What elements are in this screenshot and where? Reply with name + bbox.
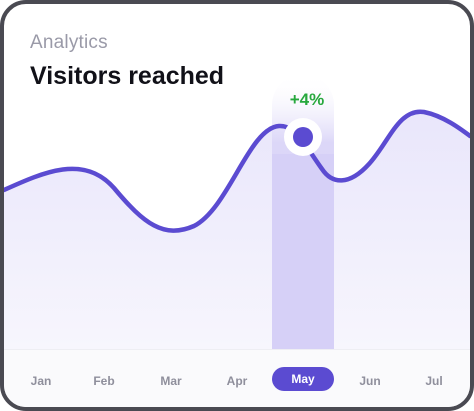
tick-label-apr[interactable]: Apr	[226, 374, 248, 388]
highlight-band-base	[272, 154, 334, 349]
tick-label-may-selected[interactable]: May	[272, 367, 334, 391]
card-title: Visitors reached	[30, 62, 225, 90]
highlight-point[interactable]	[293, 127, 313, 147]
tick-label-jul[interactable]: Jul	[425, 374, 443, 388]
tick-label-jan[interactable]: Jan	[30, 374, 52, 388]
delta-label: +4%	[289, 90, 325, 109]
tick-label-mar[interactable]: Mar	[160, 374, 182, 388]
card-subtitle: Analytics	[30, 32, 108, 53]
chart-area	[4, 111, 470, 349]
tick-label-jun[interactable]: Jun	[359, 374, 381, 388]
visitors-chart	[4, 74, 470, 349]
tick-label-feb[interactable]: Feb	[93, 374, 115, 388]
x-axis-bar	[4, 349, 470, 407]
series-line	[4, 109, 470, 233]
